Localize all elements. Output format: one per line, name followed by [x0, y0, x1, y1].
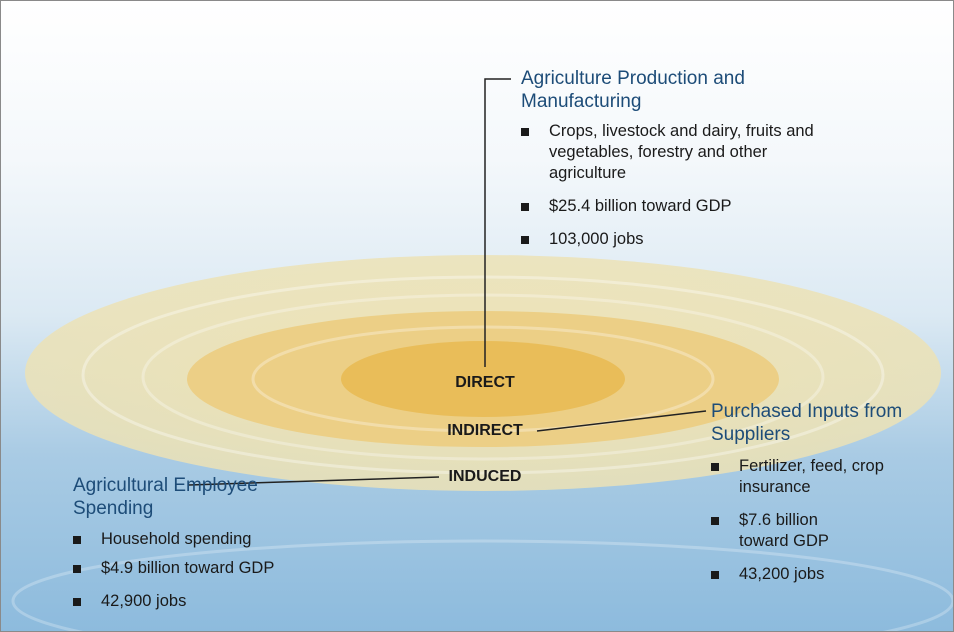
ring-label: DIRECT: [455, 374, 515, 392]
ring-label: INDIRECT: [447, 422, 523, 440]
bullet: $25.4 billion toward GDP: [521, 196, 821, 217]
section-title: Agriculture Production and Manufacturing: [521, 67, 761, 113]
bullet: Household spending: [73, 529, 373, 550]
bullet: $4.9 billion toward GDP: [73, 558, 373, 579]
bullet: Fertilizer, feed, crop insurance: [711, 456, 901, 498]
bullet: $7.6 billion toward GDP: [711, 510, 849, 552]
infographic: DIRECT INDIRECT INDUCED Agriculture Prod…: [0, 0, 954, 632]
bullet-list: Fertilizer, feed, crop insurance $7.6 bi…: [711, 456, 901, 597]
bullet: 43,200 jobs: [711, 564, 901, 585]
bullet: 42,900 jobs: [73, 591, 373, 612]
bullet: 103,000 jobs: [521, 229, 821, 250]
bullet: Crops, livestock and dairy, fruits and v…: [521, 121, 821, 184]
section-title: Agricultural Employee Spending: [73, 474, 263, 520]
bullet-list: Crops, livestock and dairy, fruits and v…: [521, 121, 821, 262]
section-title: Purchased Inputs from Suppliers: [711, 400, 911, 446]
bullet-list: Household spending $4.9 billion toward G…: [73, 529, 373, 624]
ring-label: INDUCED: [449, 468, 522, 486]
